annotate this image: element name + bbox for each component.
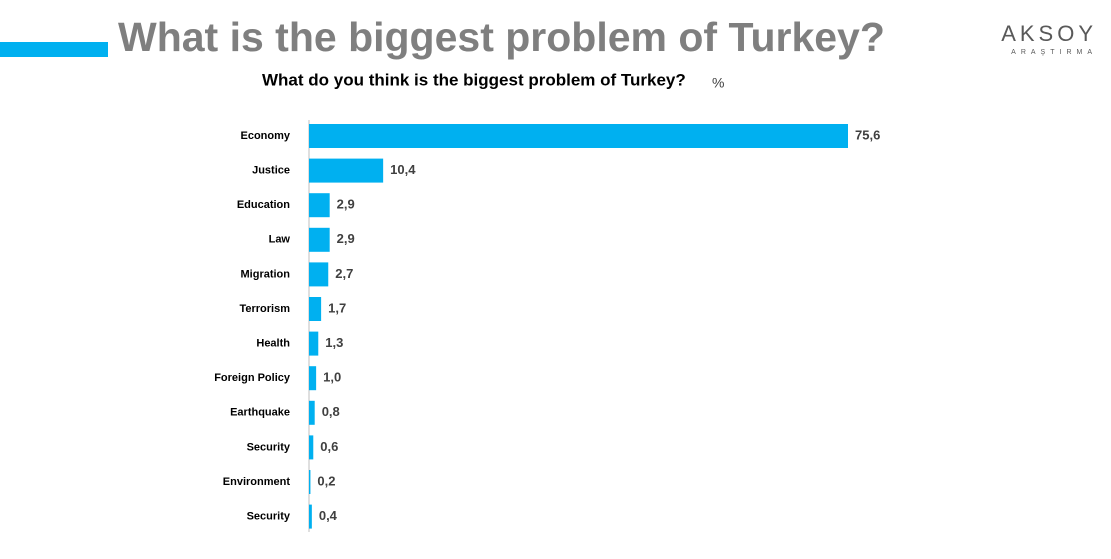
value-label: 0,4 bbox=[319, 508, 338, 523]
category-label: Earthquake bbox=[230, 407, 290, 419]
bar bbox=[309, 435, 314, 460]
value-label: 1,7 bbox=[328, 300, 346, 315]
value-label: 1,3 bbox=[325, 335, 343, 350]
category-label: Justice bbox=[252, 165, 290, 177]
bar bbox=[309, 470, 311, 494]
bar bbox=[309, 158, 384, 183]
logo-tagline: ARAŞTIRMA bbox=[1011, 49, 1097, 56]
category-label: Security bbox=[247, 441, 291, 453]
value-label: 10,4 bbox=[390, 162, 416, 177]
title-accent bbox=[0, 42, 108, 57]
bar bbox=[309, 193, 330, 218]
category-label: Environment bbox=[223, 476, 291, 488]
category-label: Migration bbox=[241, 268, 291, 280]
category-label: Security bbox=[247, 511, 291, 523]
bar bbox=[309, 331, 319, 356]
value-label: 0,2 bbox=[317, 473, 335, 488]
value-label: 1,0 bbox=[323, 370, 341, 385]
bar bbox=[309, 227, 330, 252]
category-label: Law bbox=[269, 234, 291, 246]
value-label: 0,6 bbox=[320, 439, 338, 454]
category-label: Economy bbox=[240, 130, 290, 142]
bar bbox=[309, 400, 315, 425]
category-label: Foreign Policy bbox=[214, 372, 291, 384]
bar bbox=[309, 504, 312, 529]
value-label: 2,9 bbox=[337, 231, 355, 246]
chart-subtitle: What do you think is the biggest problem… bbox=[262, 70, 686, 89]
bar bbox=[309, 297, 322, 321]
category-label: Terrorism bbox=[239, 303, 290, 315]
unit-label: % bbox=[712, 75, 724, 91]
category-label: Health bbox=[256, 338, 290, 350]
bar bbox=[309, 366, 317, 391]
bar bbox=[309, 124, 848, 148]
value-label: 0,8 bbox=[322, 404, 340, 419]
value-label: 2,7 bbox=[335, 266, 353, 281]
logo-name: AKSOY bbox=[1001, 21, 1097, 46]
chart-title: What is the biggest problem of Turkey? bbox=[118, 14, 885, 60]
value-label: 2,9 bbox=[337, 197, 355, 212]
category-label: Education bbox=[237, 199, 290, 211]
value-label: 75,6 bbox=[855, 127, 880, 142]
bar bbox=[309, 262, 329, 287]
